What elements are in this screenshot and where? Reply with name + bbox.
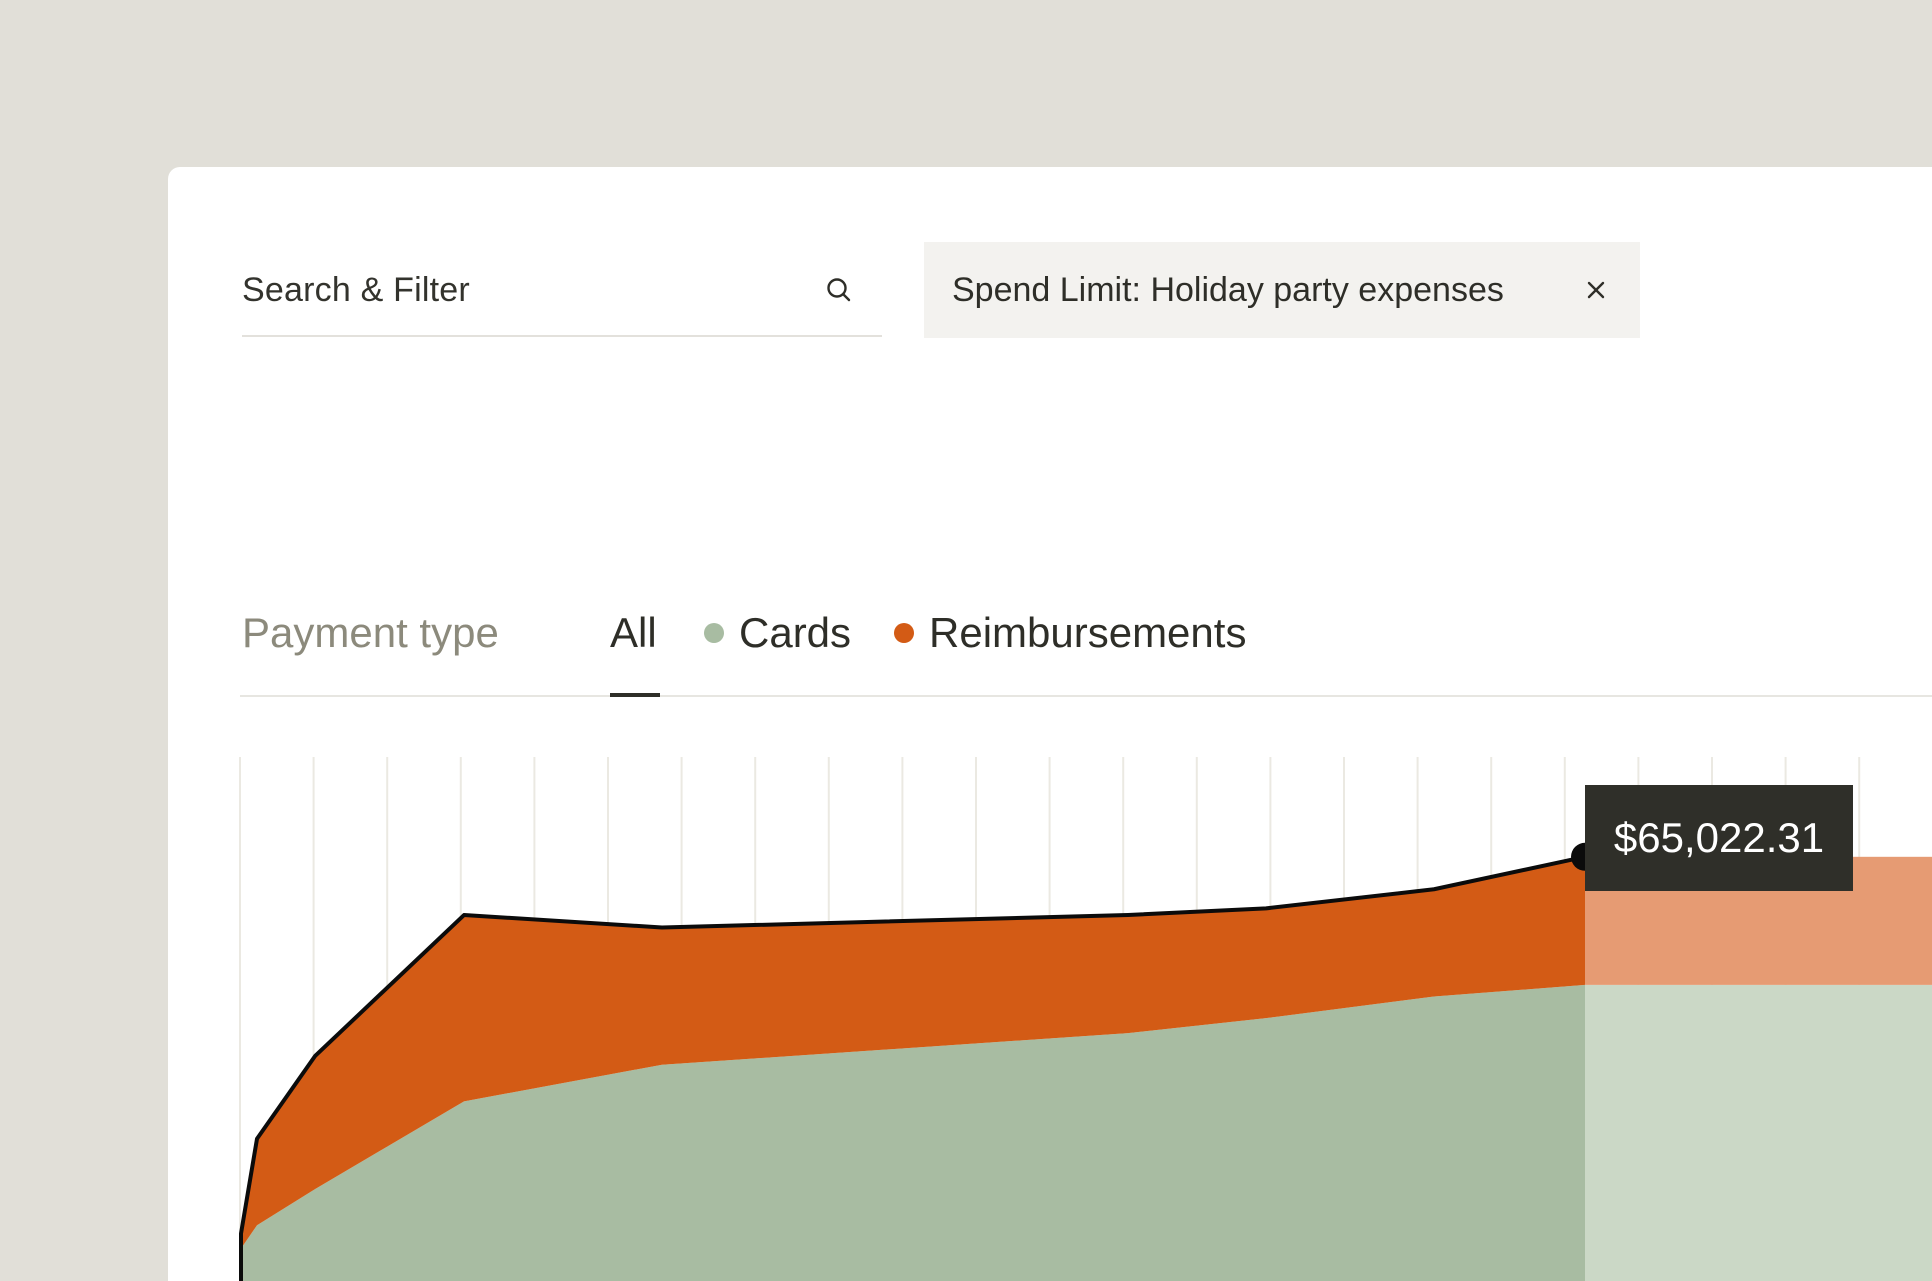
spend-limit-filter-chip[interactable]: Spend Limit: Holiday party expenses [924, 242, 1640, 338]
spend-area-chart [239, 757, 1932, 1281]
reimbursements-area [241, 856, 1585, 1249]
reimbursements-dot-icon [894, 623, 914, 643]
total-line [239, 854, 1586, 1281]
payment-type-tabs: Payment type All Cards Reimbursements [240, 587, 1932, 697]
payment-type-title: Payment type [242, 609, 499, 656]
spend-panel: Search & Filter Spend Limit: Holiday par… [168, 167, 1932, 1281]
tab-cards[interactable]: Cards [704, 609, 851, 657]
search-filter-label: Search & Filter [242, 270, 470, 309]
tab-all[interactable]: All [610, 609, 657, 656]
cards-area [241, 984, 1585, 1281]
cards-projected-area [1585, 984, 1932, 1281]
search-icon[interactable] [824, 275, 854, 305]
tab-reimbursements-label: Reimbursements [929, 609, 1247, 656]
tab-cards-label: Cards [739, 609, 852, 656]
search-filter-input[interactable]: Search & Filter [242, 245, 882, 337]
tooltip-value: $65,022.31 [1613, 814, 1825, 861]
tab-all-active-indicator [610, 693, 660, 697]
cards-dot-icon [704, 623, 724, 643]
tab-reimbursements[interactable]: Reimbursements [894, 609, 1246, 657]
spend-limit-chip-label: Spend Limit: Holiday party expenses [952, 270, 1504, 309]
value-tooltip: $65,022.31 [1585, 785, 1853, 891]
chart-areas [241, 856, 1932, 1281]
close-icon[interactable] [1582, 276, 1610, 304]
